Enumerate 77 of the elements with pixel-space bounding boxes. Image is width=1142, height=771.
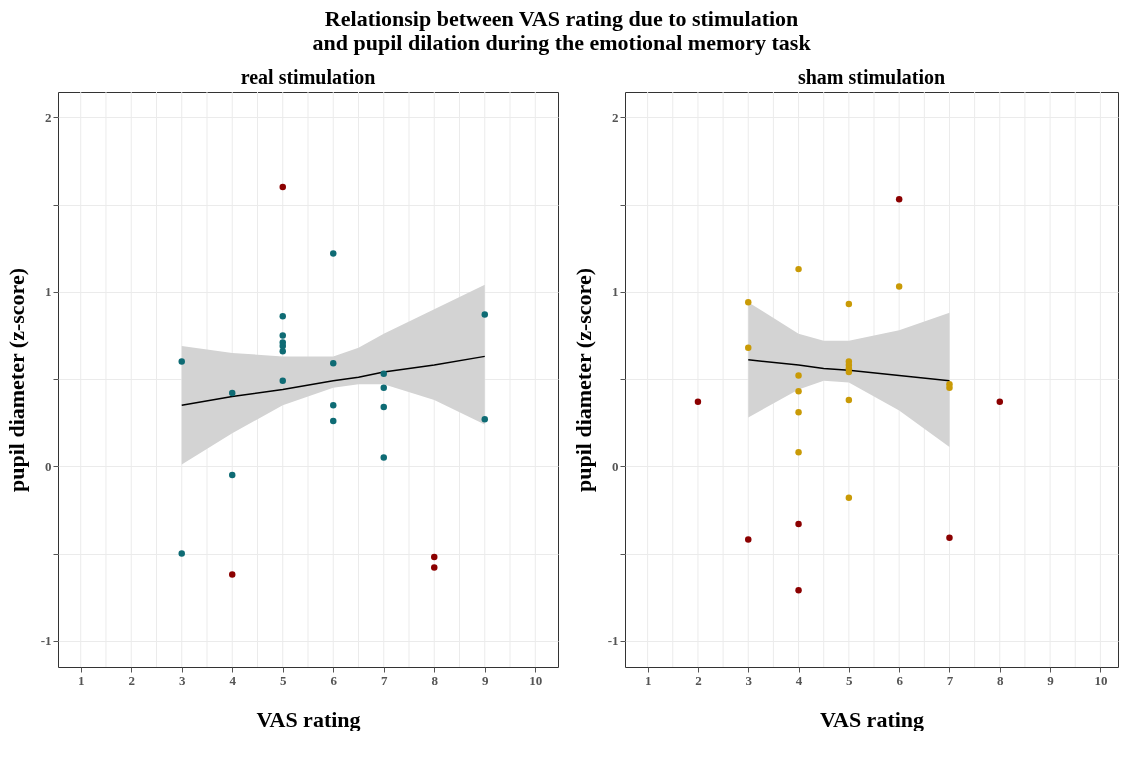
point [279, 377, 286, 385]
point [279, 332, 286, 339]
chart-title: real stimulation [240, 65, 376, 88]
point [481, 415, 489, 423]
x-tick-label: 4 [229, 672, 237, 688]
x-tick-label: 8 [997, 672, 1005, 688]
x-tick-label: 2 [128, 672, 135, 688]
point [795, 586, 802, 594]
point [895, 283, 903, 290]
point [330, 250, 337, 257]
y-tick-label: 0 [612, 458, 619, 474]
x-tick-label: 9 [482, 672, 490, 688]
point [795, 408, 802, 416]
point [745, 536, 752, 543]
x-tick-label: 7 [946, 672, 954, 688]
x-tick-label: 2 [695, 672, 702, 688]
point [431, 564, 438, 571]
y-tick-label: 1 [45, 284, 52, 300]
y-tick-label: 2 [612, 109, 619, 125]
point [996, 398, 1004, 405]
point [279, 313, 286, 320]
point [745, 344, 752, 351]
point [279, 183, 286, 191]
point [380, 384, 387, 392]
point [845, 494, 853, 501]
point [481, 311, 489, 318]
x-axis-title: VAS rating [819, 706, 925, 732]
point [178, 550, 185, 557]
x-tick-label: 3 [178, 672, 186, 688]
y-axis-title: pupil diameter (z-score) [570, 267, 596, 493]
x-tick-label: 5 [846, 672, 854, 688]
point [946, 534, 953, 542]
point [895, 196, 903, 203]
point [845, 396, 853, 404]
y-tick-label: -1 [40, 633, 52, 649]
x-tick-label: 1 [77, 672, 85, 688]
x-tick-label: 6 [330, 672, 338, 688]
point [279, 347, 286, 355]
point [795, 449, 802, 456]
point [330, 417, 337, 425]
x-tick-label: 6 [896, 672, 904, 688]
point [380, 454, 387, 461]
point [795, 520, 802, 528]
point [229, 471, 236, 479]
point [229, 389, 236, 397]
x-axis-title: VAS rating [256, 706, 361, 732]
chart-title: sham stimulation [797, 65, 946, 88]
point [380, 403, 387, 411]
point [330, 360, 337, 367]
point [431, 553, 438, 561]
point [694, 398, 702, 405]
point [795, 388, 802, 395]
x-tick-label: 1 [644, 672, 652, 688]
point [845, 300, 853, 308]
x-tick-label: 10 [529, 672, 543, 688]
x-tick-label: 4 [795, 672, 803, 688]
x-tick-label: 3 [745, 672, 753, 688]
point [229, 571, 236, 578]
x-tick-label: 9 [1047, 672, 1055, 688]
y-tick-label: -1 [607, 633, 619, 649]
y-tick-label: 2 [45, 109, 52, 125]
y-tick-label: 0 [45, 458, 52, 474]
x-tick-label: 10 [1094, 672, 1108, 688]
x-tick-label: 7 [381, 672, 389, 688]
point [946, 384, 953, 392]
text: Relationsip between VAS rating due to stimulation and pupil dilation during the emotional memory task [312, 6, 812, 55]
point [178, 358, 185, 365]
y-tick-label: 1 [612, 284, 619, 300]
point [330, 402, 337, 409]
point [380, 370, 387, 378]
x-tick-label: 8 [431, 672, 439, 688]
y-axis-title: pupil diameter (z-score) [3, 267, 29, 493]
point [745, 299, 752, 306]
line-series [180, 355, 486, 406]
point [795, 372, 802, 379]
point [795, 265, 802, 273]
x-tick-label: 5 [280, 672, 287, 688]
